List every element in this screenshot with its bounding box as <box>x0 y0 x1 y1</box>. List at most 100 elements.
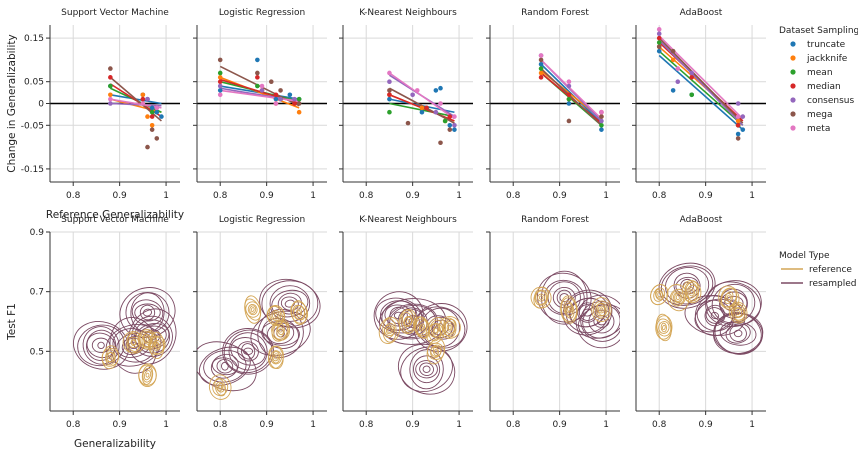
point-mega <box>108 66 113 71</box>
trend-line-meta <box>658 35 744 120</box>
y-tick-label: -0.05 <box>21 121 44 131</box>
point-median <box>140 96 146 102</box>
density-resampled <box>259 278 321 329</box>
density-reference <box>272 353 280 362</box>
legend-title: Model Type <box>779 251 830 261</box>
density-reference <box>269 350 282 365</box>
legend-marker-mean <box>790 69 796 75</box>
point-median <box>387 92 392 98</box>
point-meta <box>140 101 146 106</box>
density-resampled <box>210 353 239 379</box>
y-tick-label: 0.9 <box>30 228 45 238</box>
density-reference <box>131 339 136 346</box>
density-reference <box>444 321 456 334</box>
density-reference <box>277 325 284 336</box>
plot-area <box>538 53 604 132</box>
density-reference <box>130 338 137 347</box>
x-tick-label: 0.8 <box>359 420 374 430</box>
point-mega <box>656 44 662 50</box>
density-reference <box>730 304 746 321</box>
density-reference <box>271 351 281 364</box>
point-mean <box>108 83 113 89</box>
density-reference <box>560 297 578 322</box>
x-axis-label: Reference Generalizability <box>46 209 184 221</box>
point-mean <box>296 96 302 102</box>
density-reference <box>384 324 395 337</box>
x-tick-label: 0.8 <box>506 191 521 201</box>
point-truncate <box>740 127 746 132</box>
density-reference <box>215 381 225 393</box>
point-truncate <box>538 61 544 67</box>
panel-logistic-regression: Logistic Regression 0.8 0.9 1 <box>193 215 327 430</box>
density-resampled <box>143 308 152 317</box>
density-reference <box>378 316 401 344</box>
x-tick-label: 0.9 <box>698 191 713 201</box>
point-meta <box>538 53 544 58</box>
point-consensus <box>292 96 297 102</box>
point-truncate <box>447 123 453 128</box>
density-resampled <box>211 357 238 376</box>
point-consensus <box>675 79 681 84</box>
legend-label: jackknife <box>806 54 848 64</box>
x-tick-label: 1 <box>749 420 755 430</box>
point-truncate <box>154 109 160 115</box>
density-reference <box>432 325 440 336</box>
y-tick-label: 0.7 <box>30 288 44 298</box>
point-truncate <box>438 85 443 91</box>
panel-title: Logistic Regression <box>219 8 305 18</box>
x-tick-label: 1 <box>310 420 316 430</box>
density-resampled <box>119 287 176 338</box>
point-mega <box>278 88 283 93</box>
density-reference <box>661 324 666 331</box>
panel-title: AdaBoost <box>680 8 723 18</box>
point-meta <box>599 109 604 115</box>
density-reference <box>212 378 229 396</box>
point-truncate <box>670 88 676 93</box>
density-resampled <box>729 324 747 342</box>
point-truncate <box>735 131 741 137</box>
density-reference <box>105 351 116 363</box>
density-resampled <box>541 270 588 325</box>
density-reference <box>597 305 606 314</box>
panel-adaboost: AdaBoost 0.8 0.9 1 <box>632 8 766 201</box>
point-truncate <box>566 101 572 106</box>
density-resampled <box>91 337 111 354</box>
density-reference <box>414 318 430 337</box>
legend-marker-truncate <box>790 41 796 47</box>
x-tick-label: 0.8 <box>652 420 667 430</box>
point-meta <box>273 101 279 106</box>
x-tick-label: 1 <box>456 191 462 201</box>
point-median <box>538 75 544 80</box>
x-tick-label: 1 <box>603 420 609 430</box>
x-tick-label: 0.9 <box>259 420 274 430</box>
density-resampled <box>733 329 743 338</box>
point-mega <box>538 57 544 63</box>
density-reference <box>655 315 673 340</box>
trend-line-meta <box>388 72 455 120</box>
density-reference <box>432 346 439 357</box>
density-resampled <box>413 355 441 384</box>
point-meta <box>452 114 457 119</box>
panel-random-forest: Random Forest 0.8 0.9 1 <box>486 8 620 201</box>
legend-label: consensus <box>807 96 854 106</box>
panel-title: AdaBoost <box>680 215 723 225</box>
point-truncate <box>217 88 223 93</box>
density-reference <box>534 289 548 306</box>
point-median <box>255 75 260 80</box>
point-consensus <box>259 88 265 93</box>
y-tick-label: 0 <box>38 100 44 110</box>
point-consensus <box>217 83 223 89</box>
trend-line-jackknife <box>219 76 300 109</box>
point-mean <box>656 40 662 45</box>
point-mean <box>689 92 695 98</box>
x-tick-label: 0.9 <box>259 191 274 201</box>
density-resampled <box>203 349 247 383</box>
density-reference <box>271 319 290 342</box>
point-mega <box>296 101 302 106</box>
y-tick-label: 0.5 <box>30 347 44 357</box>
density-reference <box>537 293 546 302</box>
point-mean <box>599 123 604 128</box>
density-reference <box>247 303 258 316</box>
density-resampled <box>373 291 424 340</box>
x-tick-label: 0.8 <box>213 420 228 430</box>
